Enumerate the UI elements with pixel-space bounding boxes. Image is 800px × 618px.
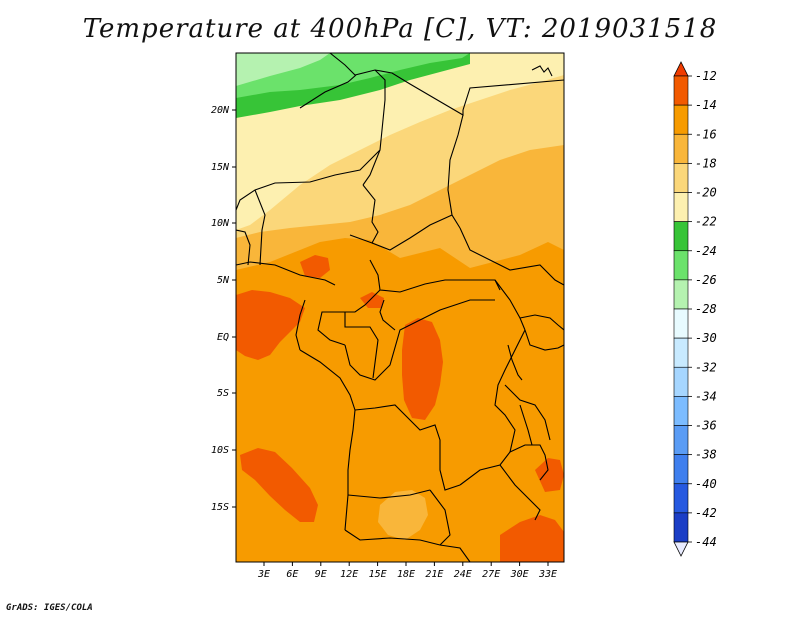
colorbar-label: -36 [695,419,717,433]
lat-tick-label: 10N [211,218,230,229]
colorbar-bottom-arrow [673,541,689,557]
colorbar-swatch [673,192,689,222]
colorbar-swatch [673,308,689,339]
field-patch-minus12-minus14-coast [300,255,330,278]
lon-tick-label: 9E [315,569,327,580]
lon-tick-label: 3E [257,569,270,580]
colorbar-label: -34 [695,389,717,403]
lat-tick-label: 15S [211,502,229,513]
colorbar-label: -20 [695,186,717,200]
colorbar-swatch [673,75,689,106]
lon-tick-label: 24E [454,569,472,580]
latitude-axis: 20N 15N 10N 5N EQ 5S 10S 15S [211,105,236,513]
lat-tick-label: 10S [211,445,229,456]
colorbar-swatch [673,425,689,455]
lon-tick-label: 30E [510,569,529,580]
country-borders [236,53,564,562]
colorbar-label: -28 [695,302,717,316]
colorbar-swatch [673,337,689,368]
map-frame [235,52,565,563]
colorbar-label: -30 [695,331,717,345]
lat-tick-label: 20N [211,105,230,116]
lat-tick-label: EQ [217,332,229,343]
colorbar-label: -14 [695,98,717,112]
field-patch-minus12-minus14-west [236,290,305,360]
grads-credit: GrADS: IGES/COLA [6,603,93,613]
field-patch-minus12-minus14-southeast [500,515,564,562]
colorbar-label: -40 [695,477,717,491]
lat-tick-label: 5N [217,275,230,286]
map-title: Temperature at 400hPa [C], VT: 201903151… [82,14,718,44]
colorbar-label: -18 [695,156,717,170]
colorbar-swatch [673,483,689,514]
colorbar: -12 -14 -16 -18 -20 -22 -24 -26 -28 -30 -32 -34 -36 -… [673,61,717,557]
colorbar-swatch [673,163,689,193]
colorbar-swatch [673,396,689,426]
colorbar-label: -32 [695,360,717,374]
colorbar-top-arrow [673,61,689,77]
lon-tick-label: 27E [482,569,500,580]
lon-tick-label: 15E [369,569,387,580]
colorbar-swatch [673,279,689,310]
colorbar-swatch [673,250,689,281]
longitude-axis: 3E 6E 9E 12E 15E 18E 21E 24E 27E 30E 33E [257,562,557,580]
field-patch-minus12-minus14-east [535,458,564,492]
colorbar-label: -12 [695,69,717,83]
colorbar-swatch [673,104,689,135]
colorbar-swatch [673,512,689,543]
lon-tick-label: 12E [340,569,358,580]
colorbar-swatch [673,454,689,485]
lon-tick-label: 33E [538,569,557,580]
field-band-minus26-minus28 [236,53,330,86]
colorbar-swatch [673,133,689,164]
colorbar-label: -22 [695,215,717,229]
colorbar-label: -26 [695,273,717,287]
colorbar-label: -24 [695,244,717,258]
colorbar-label: -38 [695,448,717,462]
colorbar-swatch [673,366,689,397]
lon-tick-label: 18E [397,569,415,580]
colorbar-label: -42 [695,506,717,520]
lat-tick-label: 5S [217,388,229,399]
field-patch-minus16-minus18-south [378,490,428,540]
colorbar-label: -16 [695,127,717,141]
colorbar-swatch [673,221,689,252]
colorbar-label: -44 [695,535,717,549]
lon-tick-label: 21E [425,569,443,580]
temperature-field [236,53,564,562]
field-patch-minus12-minus14-southwest [240,448,318,522]
lon-tick-label: 6E [286,569,298,580]
lat-tick-label: 15N [211,162,230,173]
field-patch-minus12-minus14-congo [402,318,443,420]
